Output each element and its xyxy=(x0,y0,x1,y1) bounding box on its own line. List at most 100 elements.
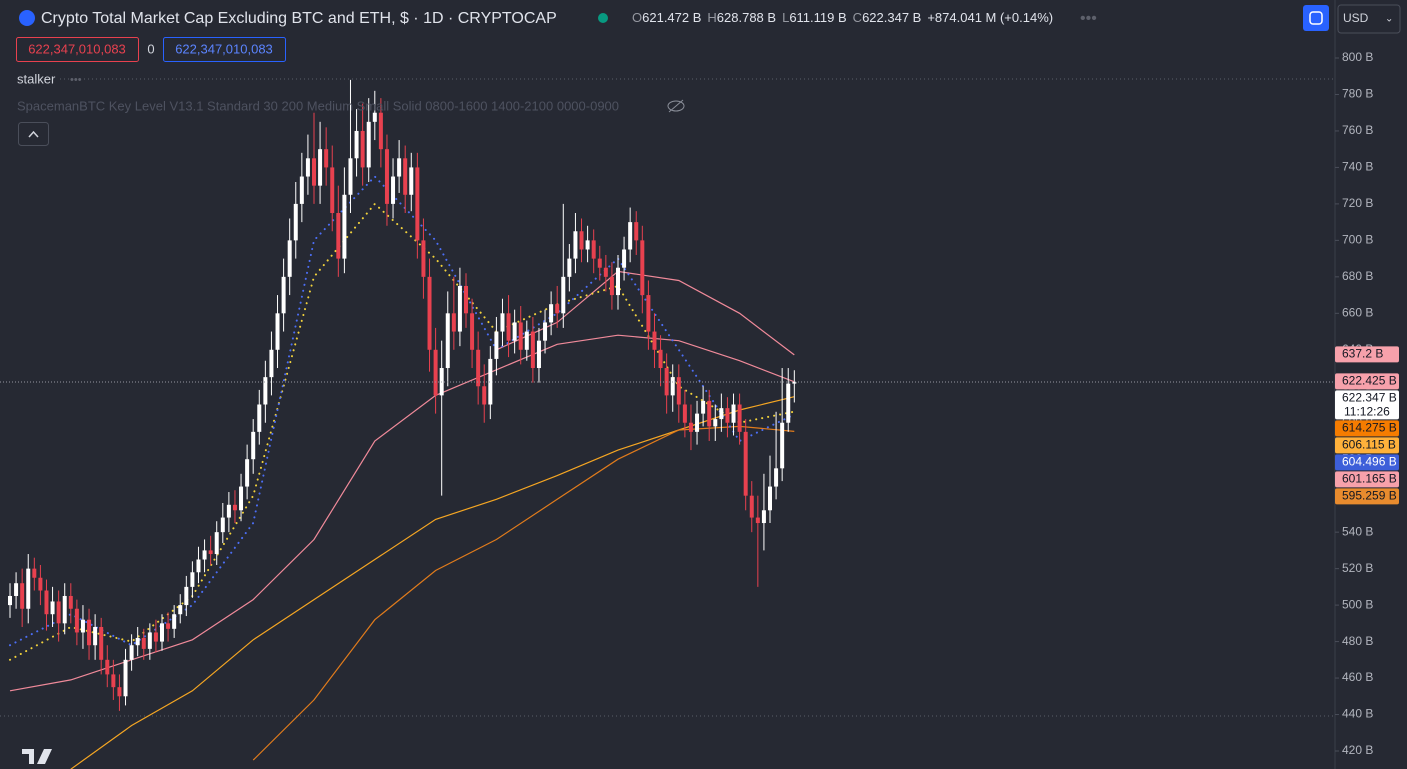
candle-body xyxy=(330,167,335,214)
candle-body xyxy=(640,240,645,296)
candle-body xyxy=(172,614,177,629)
price-label xyxy=(1335,420,1399,437)
indicator-name[interactable]: SpacemanBTC Key Level V13.1 Standard 30 … xyxy=(17,98,619,113)
candle-body xyxy=(354,130,359,159)
candle-body xyxy=(755,517,760,524)
candle-body xyxy=(287,240,292,277)
candle-body xyxy=(123,659,128,697)
price-label-text: 614.275 B xyxy=(1342,421,1397,435)
ohlc-key: L xyxy=(782,10,789,25)
candle-body xyxy=(299,176,304,204)
candle-body xyxy=(609,276,614,296)
candle-body xyxy=(713,419,718,427)
candle-body xyxy=(403,158,408,195)
candle-body xyxy=(239,486,244,511)
candle-body xyxy=(457,285,462,332)
candle-body xyxy=(780,422,785,469)
ohlc-key: C xyxy=(853,10,862,25)
candle-body xyxy=(305,158,310,177)
candle-body xyxy=(117,687,122,697)
candle-body xyxy=(470,313,475,350)
hidden-icon[interactable] xyxy=(667,100,685,112)
currency: USD xyxy=(1343,11,1369,25)
y-tick-label: 720 B xyxy=(1342,196,1373,210)
candle-body xyxy=(579,231,584,250)
candle-body xyxy=(451,313,456,332)
candle-body xyxy=(415,167,420,241)
candle-body xyxy=(293,203,298,241)
candle-body xyxy=(87,619,92,646)
input-box[interactable] xyxy=(16,37,139,62)
y-tick-label: 700 B xyxy=(1342,233,1373,247)
candle-body xyxy=(445,313,450,369)
candle-body xyxy=(251,431,256,460)
symbol-icon xyxy=(19,10,35,26)
y-tick-label: 480 B xyxy=(1342,634,1373,648)
candle-body xyxy=(652,331,657,350)
y-tick-label: 420 B xyxy=(1342,743,1373,757)
candle-body xyxy=(530,331,535,369)
price-label xyxy=(1335,488,1399,505)
candle-body xyxy=(178,605,183,615)
candle-body xyxy=(719,408,724,420)
plot-area xyxy=(0,79,1335,769)
candle-body xyxy=(670,377,675,396)
y-tick-label: 800 B xyxy=(1342,50,1373,64)
hidden-icon xyxy=(668,99,684,113)
y-tick-label: 740 B xyxy=(1342,160,1373,174)
more-menu[interactable]: ••• xyxy=(1080,10,1097,27)
price-label-text: 622.347 B xyxy=(1342,391,1397,405)
candle-body xyxy=(427,276,432,350)
candle-body xyxy=(634,222,639,241)
candle-body xyxy=(464,285,468,314)
dropdown-arrow: ⌄ xyxy=(1385,14,1393,25)
candle-body xyxy=(506,313,511,341)
candle-body xyxy=(50,601,55,615)
overlay-line xyxy=(496,270,795,356)
price-label-text: 601.165 B xyxy=(1342,472,1397,486)
candle-body xyxy=(263,377,268,405)
price-label-text: 604.496 B xyxy=(1342,455,1397,469)
logo xyxy=(22,749,52,764)
candle-body xyxy=(561,276,566,314)
candle-body xyxy=(62,595,67,624)
market-status[interactable] xyxy=(598,13,608,23)
y-tick-label: 660 B xyxy=(1342,305,1373,319)
candle-body xyxy=(184,586,189,606)
currency-select[interactable] xyxy=(1337,4,1401,34)
candle-body xyxy=(676,377,681,405)
price-label xyxy=(1335,373,1399,390)
candle-body xyxy=(190,572,195,587)
y-tick-label: 520 B xyxy=(1342,561,1373,575)
candle-body xyxy=(281,276,286,314)
y-tick-label: 780 B xyxy=(1342,87,1373,101)
candle-body xyxy=(536,340,541,369)
indicator-name[interactable]: stalker xyxy=(17,71,56,86)
candle-body xyxy=(342,194,347,259)
candle-body xyxy=(336,213,341,259)
price-label-text: 595.259 B xyxy=(1342,489,1397,503)
ohlc-key: O xyxy=(632,10,642,25)
candle-body xyxy=(8,595,12,606)
collapse-button[interactable] xyxy=(18,122,49,146)
ohlc-value: 621.472 B xyxy=(642,10,701,25)
candle-body xyxy=(80,619,85,633)
indicator-menu[interactable]: ••• xyxy=(70,74,82,86)
candle-body xyxy=(409,167,414,195)
candle-body xyxy=(160,623,164,642)
candle-body xyxy=(737,404,742,432)
candle-body xyxy=(220,517,225,533)
candle-body xyxy=(549,304,554,323)
candle-body xyxy=(318,149,323,186)
candle-body xyxy=(761,510,766,524)
candle-body xyxy=(591,240,596,259)
price-label xyxy=(1335,390,1399,420)
input-box[interactable] xyxy=(163,37,286,62)
y-tick-label: 540 B xyxy=(1342,524,1373,538)
candle-body xyxy=(397,158,402,177)
candle-body xyxy=(482,386,487,405)
ohlc-key: H xyxy=(707,10,716,25)
sync-button[interactable] xyxy=(1303,5,1329,31)
candle-body xyxy=(585,240,590,250)
